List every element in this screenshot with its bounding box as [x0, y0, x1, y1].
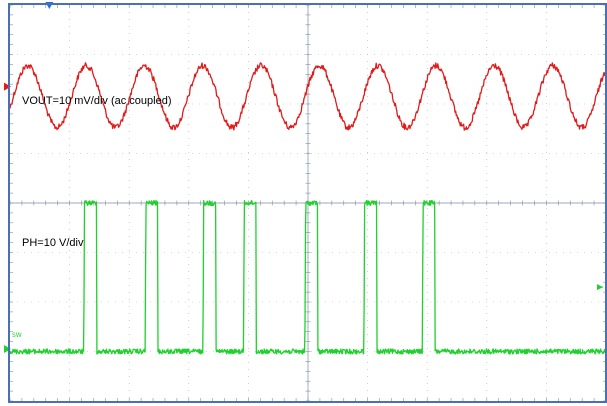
vout-trace — [9, 62, 607, 131]
ph-scale-label: PH=10 V/div — [22, 237, 84, 249]
ch1-ground-marker — [4, 82, 11, 91]
ph-trace — [9, 199, 607, 355]
graticule — [9, 4, 607, 402]
vout-scale-label: VOUT=10 mV/div (ac coupled) — [22, 95, 171, 107]
screen-border — [8, 3, 607, 403]
ch2-ground-marker — [4, 345, 11, 354]
ch2-tag: SW — [12, 332, 22, 339]
traces — [9, 62, 607, 355]
